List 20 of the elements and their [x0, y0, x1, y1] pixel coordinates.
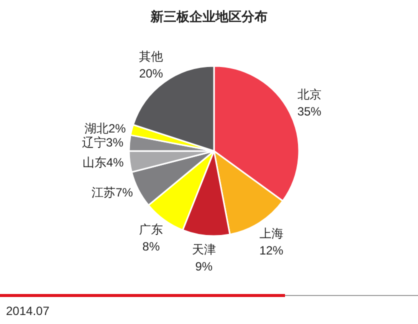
slice-label: 山东: [82, 155, 106, 170]
slice-label: 广东: [139, 222, 164, 237]
data-label: 8%: [142, 240, 160, 254]
slice-label: 天津: [192, 242, 216, 257]
data-label: 7%: [116, 185, 133, 200]
text: 2014.07: [6, 304, 50, 318]
data-label: 35%: [297, 104, 322, 118]
data-label: 4%: [106, 155, 124, 170]
data-label: 12%: [259, 243, 284, 258]
slice-label: 其他: [139, 49, 164, 64]
slice-label: 北京: [297, 87, 322, 102]
slice-label: 江苏: [92, 185, 116, 200]
chart-title: 新三板企业地区分布: [150, 8, 268, 26]
slice-label: 上海: [259, 226, 284, 240]
data-label: 2%: [108, 121, 126, 136]
slice-label: 辽宁: [82, 135, 106, 150]
data-label: 3%: [106, 135, 124, 150]
slice-label: 湖北: [84, 121, 109, 136]
data-label: 20%: [139, 66, 164, 80]
data-label: 9%: [195, 260, 213, 274]
